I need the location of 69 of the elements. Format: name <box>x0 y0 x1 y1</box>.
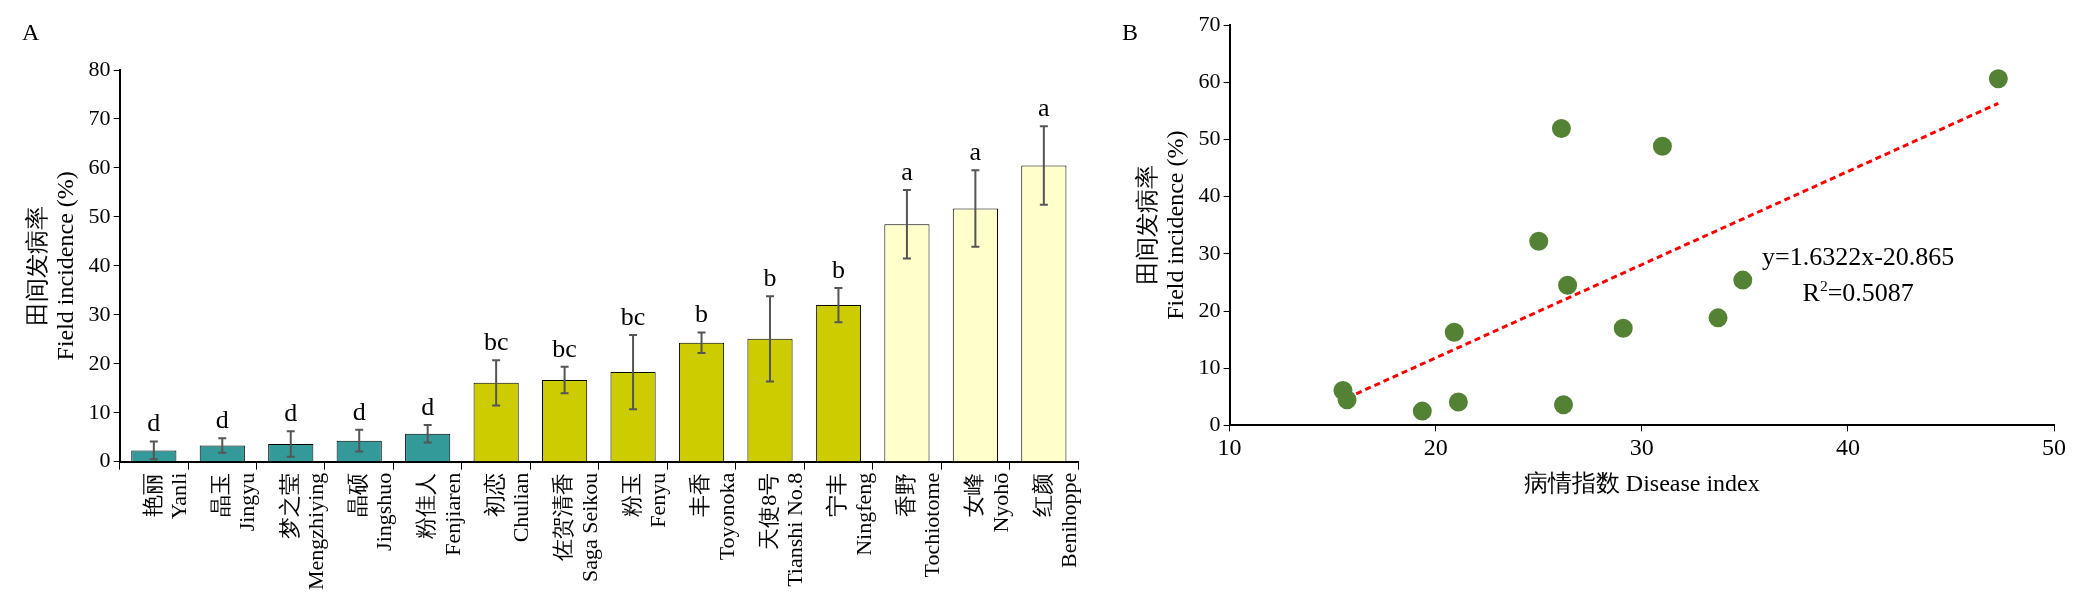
annotation: d <box>352 396 366 426</box>
x-tick-label: 50 <box>2042 434 2066 461</box>
x-tick-label: 晶玉 Jingyu <box>208 472 260 532</box>
x-tick-label: 初恋 Chulian <box>481 472 534 543</box>
point <box>1733 270 1753 290</box>
x-tick-label: 40 <box>1835 434 1860 461</box>
point <box>1652 136 1672 156</box>
annotation: d <box>284 398 298 428</box>
chart-title: B <box>1122 19 1139 46</box>
x-tick-label: 梦之莹 Mengzhiying <box>276 472 328 591</box>
point <box>1613 318 1633 338</box>
y-tick-label: 20 <box>1198 296 1221 322</box>
x-tick-label: 丰香 Toyonoka <box>687 472 739 561</box>
y-tick-label: 0 <box>1209 411 1221 437</box>
x-tick-label: 宁丰 Ningfeng <box>824 472 876 556</box>
point <box>1553 395 1573 415</box>
x-axis-title: 病情指数 Disease index <box>1523 469 1760 496</box>
annotation: d <box>147 408 161 438</box>
point <box>1529 231 1549 251</box>
y-axis-title: 田间发病率 Field incidence (%) <box>23 171 79 361</box>
annotation: d <box>215 405 229 435</box>
y-tick-label: 50 <box>88 202 111 228</box>
point <box>1551 119 1571 139</box>
annotation: b <box>763 263 777 293</box>
annotation: a <box>969 137 982 167</box>
x-tick-label: 女峰 Nyohō <box>961 472 1013 533</box>
y-tick-label: 10 <box>1198 353 1221 379</box>
x-tick-label: 艳丽 Yanli <box>139 472 192 520</box>
x-tick-label: 粉佳人 Fenjiaren <box>413 472 465 556</box>
x-tick-label: 红颜 Benihoppe <box>1029 472 1082 569</box>
y-tick-label: 0 <box>99 447 111 473</box>
point <box>1988 69 2008 89</box>
chart-title: A <box>22 19 40 46</box>
y-tick-label: 30 <box>1198 239 1221 265</box>
point <box>1444 322 1464 342</box>
x-tick-label: 粉玉 Fenyu <box>618 472 671 528</box>
annotation: y=1.6322x-20.865 <box>1762 242 1955 272</box>
y-tick-label: 20 <box>88 349 111 375</box>
y-tick-label: 60 <box>88 153 111 179</box>
point <box>1412 401 1432 421</box>
annotation: d <box>421 391 435 421</box>
y-tick-label: 60 <box>1198 67 1221 93</box>
y-tick-label: 40 <box>88 251 111 277</box>
annotation: b <box>695 299 709 329</box>
y-tick-label: 10 <box>88 398 111 424</box>
annotation: bc <box>483 327 509 357</box>
point <box>1558 275 1578 295</box>
y-tick-label: 40 <box>1198 182 1221 208</box>
annotation: b <box>831 254 845 284</box>
x-tick-label: 晶硕 Jingshuo <box>345 472 397 551</box>
annotation: bc <box>552 333 577 363</box>
annotation: bc <box>620 301 646 331</box>
x-tick-label: 天使8号 Tianshi No.8 <box>755 472 808 587</box>
point <box>1448 392 1468 412</box>
x-tick-label: 香野 Tochiotome <box>892 472 945 578</box>
x-tick-label: 佐贺清香 Saga Seikou <box>550 472 602 583</box>
x-tick-label: 20 <box>1423 434 1448 461</box>
point <box>1337 390 1357 410</box>
x-tick-label: 10 <box>1217 434 1242 461</box>
y-tick-label: 30 <box>88 300 111 326</box>
y-axis-title: 田间发病率 Field incidence (%) <box>1133 130 1189 320</box>
x-tick-label: 30 <box>1629 434 1654 461</box>
y-tick-label: 80 <box>88 55 111 81</box>
y-tick-label: 70 <box>88 104 111 130</box>
annotation: a <box>1038 93 1051 123</box>
y-tick-label: 70 <box>1198 10 1221 36</box>
y-tick-label: 50 <box>1198 125 1221 151</box>
point <box>1708 308 1728 328</box>
annotation: a <box>901 156 914 186</box>
